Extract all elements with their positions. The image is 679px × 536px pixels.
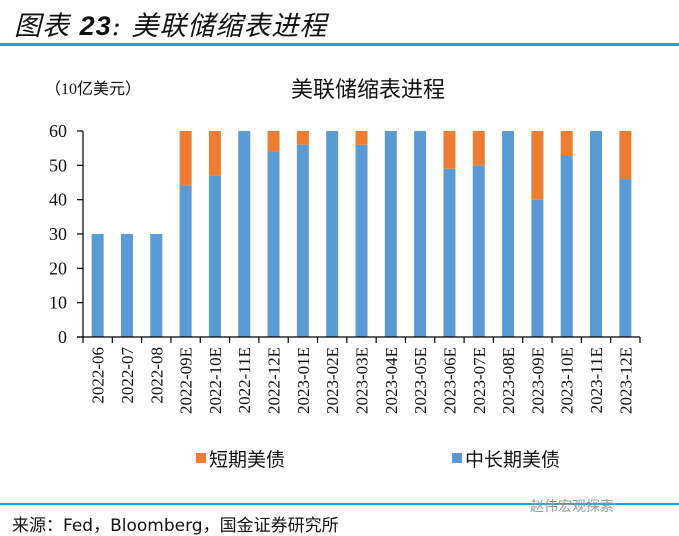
top-rule bbox=[0, 43, 679, 46]
bar-long-term-2022-06 bbox=[91, 234, 104, 337]
bottom-rule bbox=[0, 503, 679, 505]
legend-swatch-1 bbox=[452, 453, 462, 463]
bar-short-term-2022-09E bbox=[179, 131, 192, 186]
x-tick-label: 2023-09E bbox=[528, 347, 547, 414]
bar-long-term-2022-11E bbox=[238, 131, 251, 337]
bar-long-term-2023-07E bbox=[472, 165, 485, 337]
figure-number: 23 bbox=[79, 11, 112, 41]
figure-label: 图表 bbox=[14, 11, 70, 42]
bar-short-term-2022-10E bbox=[208, 131, 221, 176]
source-note: 来源：Fed，Bloomberg，国金证券研究所 bbox=[12, 516, 339, 536]
bars bbox=[91, 131, 632, 337]
bar-long-term-2022-09E bbox=[179, 185, 192, 337]
bar-long-term-2022-08 bbox=[150, 234, 163, 337]
bar-long-term-2023-02E bbox=[326, 131, 339, 337]
x-tick-label: 2023-05E bbox=[411, 347, 430, 414]
unit-label: （10亿美元） bbox=[45, 80, 141, 98]
bar-short-term-2023-09E bbox=[531, 131, 544, 200]
x-tick-label: 2023-01E bbox=[294, 347, 313, 414]
figure-title: 图表 23: 美联储缩表进程 bbox=[14, 4, 327, 43]
bar-long-term-2023-06E bbox=[443, 168, 456, 337]
bar-short-term-2023-03E bbox=[355, 131, 368, 145]
y-tick-label: 20 bbox=[49, 258, 67, 278]
x-axis: 2022-06 2022-07 2022-08 2022-09E 2022-10E 202… bbox=[77, 336, 641, 414]
bar-short-term-2023-12E bbox=[619, 131, 632, 180]
x-tick-label: 2023-03E bbox=[353, 347, 372, 414]
bar-long-term-2023-08E bbox=[502, 131, 515, 337]
y-tick-label: 0 bbox=[58, 327, 67, 347]
x-tick-label: 2023-10E bbox=[558, 347, 577, 414]
x-tick-label: 2023-07E bbox=[470, 347, 489, 414]
bar-short-term-2023-07E bbox=[472, 131, 485, 166]
bar-short-term-2023-10E bbox=[560, 131, 573, 156]
x-tick-label: 2022-07 bbox=[118, 347, 137, 404]
x-tick-label: 2022-11E bbox=[235, 347, 254, 413]
x-tick-label: 2023-04E bbox=[382, 347, 401, 414]
bar-long-term-2022-12E bbox=[267, 151, 280, 337]
x-tick-label: 2023-06E bbox=[440, 347, 459, 414]
bar-long-term-2023-09E bbox=[531, 199, 544, 337]
bar-long-term-2023-05E bbox=[414, 131, 427, 337]
bar-long-term-2022-07 bbox=[120, 234, 133, 337]
bar-short-term-2023-01E bbox=[296, 131, 309, 145]
bar-short-term-2022-12E bbox=[267, 131, 280, 152]
bar-short-term-2023-06E bbox=[443, 131, 456, 169]
x-tick-label: 2022-08 bbox=[147, 347, 166, 404]
legend-label-1: 中长期美债 bbox=[465, 449, 560, 471]
x-tick-label: 2022-12E bbox=[265, 347, 284, 414]
x-tick-label: 2023-08E bbox=[499, 347, 518, 414]
y-tick-label: 30 bbox=[49, 224, 67, 244]
figure-caption: 美联储缩表进程 bbox=[131, 11, 328, 42]
x-tick-label: 2022-10E bbox=[206, 347, 225, 414]
bar-long-term-2023-04E bbox=[384, 131, 397, 337]
legend-label-0: 短期美债 bbox=[209, 449, 285, 471]
x-tick-label: 2023-12E bbox=[616, 347, 635, 414]
legend: 短期美债 中长期美债 bbox=[196, 449, 560, 471]
figure-colon: : bbox=[111, 11, 122, 42]
watermark: 赵伟宏观探索 bbox=[530, 499, 614, 515]
bar-long-term-2022-10E bbox=[208, 175, 221, 337]
x-tick-label: 2022-06 bbox=[89, 347, 108, 404]
bar-long-term-2023-01E bbox=[296, 144, 309, 337]
y-tick-label: 40 bbox=[49, 190, 67, 210]
y-tick-label: 10 bbox=[49, 293, 67, 313]
y-tick-label: 50 bbox=[49, 155, 67, 175]
y-axis: 0 10 20 30 40 50 60 bbox=[49, 121, 84, 347]
bar-long-term-2023-10E bbox=[560, 155, 573, 337]
chart-title: 美联储缩表进程 bbox=[291, 77, 445, 102]
legend-swatch-0 bbox=[196, 453, 206, 463]
x-tick-label: 2023-11E bbox=[587, 347, 606, 413]
bar-long-term-2023-12E bbox=[619, 179, 632, 337]
bar-long-term-2023-03E bbox=[355, 144, 368, 337]
x-tick-label: 2023-02E bbox=[323, 347, 342, 414]
x-tick-label: 2022-09E bbox=[177, 347, 196, 414]
bar-long-term-2023-11E bbox=[590, 131, 603, 337]
y-tick-label: 60 bbox=[49, 121, 67, 141]
